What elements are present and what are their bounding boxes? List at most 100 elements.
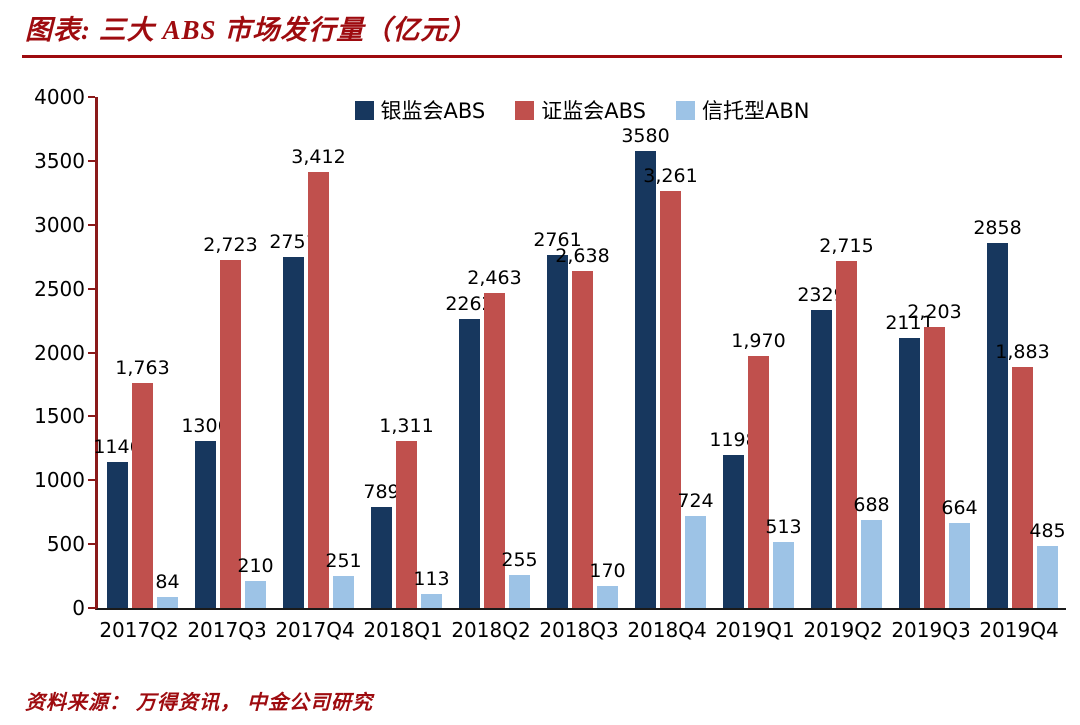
bar-value-label: 3,261 xyxy=(643,165,698,187)
bar-value-label: 688 xyxy=(853,494,890,516)
y-tick-mark xyxy=(88,159,95,162)
bar xyxy=(333,576,354,608)
bar-value-label: 1,883 xyxy=(995,341,1050,363)
y-tick-label: 4000 xyxy=(34,85,85,109)
bar xyxy=(987,243,1008,608)
x-axis-labels: 2017Q2 2017Q3 2017Q4 2018Q1 2018Q2 2018Q3 2018… xyxy=(95,618,1063,648)
x-tick-label: 2018Q3 xyxy=(539,618,619,642)
bar-value-label: 1198 xyxy=(709,429,758,451)
legend-item: 信托型ABN xyxy=(675,95,810,125)
y-tick-mark xyxy=(88,287,95,290)
bar xyxy=(371,507,392,608)
bar xyxy=(245,581,266,608)
bar-value-label: 513 xyxy=(765,516,802,538)
bar xyxy=(484,293,505,608)
bar-value-label: 2858 xyxy=(973,217,1022,239)
y-tick-label: 2500 xyxy=(34,276,85,301)
bar-value-label: 724 xyxy=(677,490,714,512)
y-tick-label: 1000 xyxy=(34,468,85,493)
bar xyxy=(421,594,442,608)
bar xyxy=(157,597,178,608)
bar-value-label: 2329 xyxy=(797,284,846,306)
legend-label: 银监会ABS xyxy=(380,99,486,123)
bar-value-label: 2,638 xyxy=(555,245,610,267)
bar xyxy=(597,586,618,608)
legend-label: 证监会ABS xyxy=(541,99,646,123)
legend-item: 证监会ABS xyxy=(515,95,646,125)
bar xyxy=(572,271,593,608)
bar-value-label: 210 xyxy=(237,555,274,577)
y-tick-mark xyxy=(88,543,95,546)
y-tick-label: 3500 xyxy=(34,148,85,173)
legend-swatch-icon xyxy=(354,100,374,120)
x-tick-label: 2019Q4 xyxy=(979,618,1059,642)
legend-item: 银监会ABS xyxy=(354,95,486,125)
x-tick-label: 2019Q2 xyxy=(803,618,883,642)
bar xyxy=(723,455,744,608)
bar xyxy=(748,356,769,608)
bar xyxy=(924,327,945,608)
y-tick-mark xyxy=(88,607,95,609)
bar xyxy=(635,151,656,608)
x-tick-label: 2017Q4 xyxy=(275,618,355,642)
y-tick-label: 3000 xyxy=(34,212,85,237)
y-tick-label: 2000 xyxy=(34,340,85,365)
y-tick-label: 500 xyxy=(46,532,85,557)
bar-value-label: 1,311 xyxy=(379,415,434,437)
bar xyxy=(132,383,153,608)
bar-value-label: 2111 xyxy=(885,312,934,334)
bar xyxy=(283,257,304,608)
bar-value-label: 2262 xyxy=(445,293,494,315)
plot-area: 银监会ABS 证监会ABS 信托型ABN 1146 1,763 84 1306 2,723 2… xyxy=(88,95,1066,610)
title-divider xyxy=(22,55,1062,58)
bar-value-label: 2,715 xyxy=(819,235,874,257)
x-tick-label: 2018Q4 xyxy=(627,618,707,642)
chart-title: 图表: 三大 ABS 市场发行量（亿元） xyxy=(25,15,477,45)
bar-value-label: 3,412 xyxy=(291,146,346,168)
bar xyxy=(396,441,417,608)
bar xyxy=(660,191,681,608)
bar xyxy=(1012,367,1033,608)
bar-value-label: 1,763 xyxy=(115,357,170,379)
bar-value-label: 2,723 xyxy=(203,234,258,256)
bar xyxy=(836,261,857,608)
bar xyxy=(861,520,882,608)
bar xyxy=(949,523,970,608)
bar xyxy=(899,338,920,608)
bar xyxy=(220,260,241,608)
bar xyxy=(195,441,216,608)
x-tick-label: 2019Q3 xyxy=(891,618,971,642)
y-tick-mark xyxy=(88,351,95,354)
y-tick-mark xyxy=(88,96,95,98)
bar xyxy=(685,516,706,608)
x-tick-label: 2018Q2 xyxy=(451,618,531,642)
legend-swatch-icon xyxy=(675,100,695,120)
bar xyxy=(107,462,128,608)
x-tick-label: 2019Q1 xyxy=(715,618,795,642)
bar xyxy=(547,255,568,608)
source-note: 资料来源： 万得资讯， 中金公司研究 xyxy=(25,692,373,714)
bar-value-label: 2,463 xyxy=(467,267,522,289)
y-axis-labels: 0 500 1000 1500 2000 2500 3000 3500 4000 xyxy=(15,85,85,620)
legend-swatch-icon xyxy=(515,100,535,120)
bar xyxy=(459,319,480,608)
bar-value-label: 2,203 xyxy=(907,301,962,323)
bar-value-label: 1146 xyxy=(93,436,142,458)
bar xyxy=(308,172,329,608)
bar-value-label: 255 xyxy=(501,549,538,571)
y-tick-mark xyxy=(88,415,95,418)
bar-value-label: 84 xyxy=(155,571,180,593)
y-tick-mark xyxy=(88,479,95,482)
bar-value-label: 251 xyxy=(325,550,362,572)
legend-label: 信托型ABN xyxy=(701,99,810,123)
x-tick-label: 2017Q3 xyxy=(187,618,267,642)
bar-value-label: 1,970 xyxy=(731,330,786,352)
bar-value-label: 2761 xyxy=(533,229,582,251)
bar xyxy=(1037,546,1058,608)
bar-value-label: 789 xyxy=(363,481,400,503)
bar-value-label: 170 xyxy=(589,560,626,582)
bar-value-label: 2751 xyxy=(269,231,318,253)
bar xyxy=(509,575,530,608)
y-tick-label: 0 xyxy=(72,596,85,620)
